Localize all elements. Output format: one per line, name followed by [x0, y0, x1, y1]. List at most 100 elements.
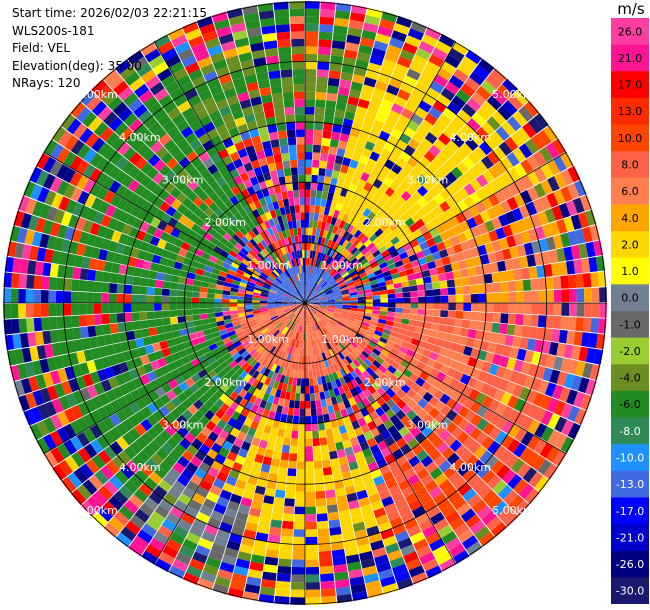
velocity-gate — [356, 290, 365, 295]
velocity-gate — [301, 242, 305, 251]
velocity-gate — [491, 376, 503, 389]
velocity-gate — [346, 215, 354, 225]
colorbar-tick-label: -4.0 — [619, 372, 640, 385]
velocity-gate — [70, 303, 79, 316]
velocity-gate — [532, 392, 545, 407]
velocity-gate — [522, 314, 532, 326]
velocity-gate — [548, 249, 559, 264]
velocity-gate — [436, 265, 446, 275]
velocity-gate — [323, 254, 329, 263]
velocity-gate — [476, 174, 489, 188]
velocity-gate — [318, 309, 326, 314]
velocity-gate — [374, 253, 384, 262]
velocity-gate — [341, 64, 355, 74]
velocity-gate — [426, 162, 439, 175]
velocity-gate — [307, 250, 311, 258]
velocity-gate — [333, 291, 342, 296]
velocity-gate — [505, 210, 517, 224]
velocity-gate — [525, 201, 538, 216]
velocity-gate — [214, 311, 223, 318]
velocity-gate — [491, 272, 501, 283]
velocity-gate — [424, 113, 438, 126]
velocity-gate — [346, 34, 361, 45]
velocity-gate — [333, 25, 348, 35]
velocity-gate — [506, 235, 517, 248]
velocity-gate — [357, 305, 366, 310]
velocity-gate — [420, 119, 434, 132]
velocity-gate — [440, 288, 449, 296]
velocity-gate — [568, 303, 577, 317]
velocity-gate — [331, 250, 338, 259]
velocity-gate — [279, 137, 288, 147]
velocity-gate — [287, 190, 294, 199]
velocity-gate — [481, 121, 496, 136]
velocity-gate — [447, 287, 456, 296]
velocity-gate — [409, 314, 418, 321]
velocity-gate — [281, 444, 291, 454]
velocity-gate — [406, 196, 417, 207]
velocity-gate — [328, 279, 336, 286]
velocity-gate — [277, 565, 292, 575]
velocity-gate — [387, 311, 396, 317]
velocity-gate — [191, 291, 200, 298]
velocity-gate — [305, 204, 310, 213]
velocity-gate — [312, 438, 320, 447]
velocity-gate — [527, 404, 540, 419]
velocity-gate — [512, 111, 528, 127]
velocity-gate — [488, 193, 500, 207]
velocity-gate — [366, 201, 376, 212]
velocity-gate — [516, 219, 528, 233]
velocity-gate — [442, 126, 457, 140]
velocity-gate — [281, 528, 294, 537]
velocity-gate — [305, 159, 313, 168]
velocity-gate — [365, 330, 374, 338]
velocity-gate — [541, 340, 552, 355]
velocity-gate — [318, 167, 326, 177]
velocity-gate — [87, 325, 97, 338]
velocity-gate — [335, 299, 343, 302]
velocity-gate — [321, 282, 329, 289]
velocity-gate — [491, 353, 502, 366]
velocity-gate — [357, 98, 370, 109]
velocity-gate — [291, 566, 305, 575]
velocity-gate — [460, 83, 476, 98]
velocity-gate — [455, 294, 464, 303]
velocity-gate — [312, 299, 320, 302]
velocity-gate — [338, 171, 347, 181]
velocity-gate — [513, 398, 526, 413]
velocity-gate — [394, 260, 404, 268]
velocity-gate — [310, 408, 317, 417]
velocity-gate — [79, 268, 89, 281]
velocity-gate — [281, 191, 289, 200]
velocity-gate — [424, 131, 438, 145]
velocity-gate — [317, 290, 325, 296]
velocity-gate — [383, 176, 394, 187]
velocity-gate — [359, 91, 372, 102]
velocity-gate — [311, 282, 316, 290]
velocity-gate — [377, 25, 393, 38]
velocity-gate — [379, 310, 388, 316]
velocity-gate — [533, 183, 547, 198]
velocity-gate — [314, 235, 319, 244]
velocity-gate — [305, 431, 313, 439]
velocity-gate — [299, 408, 305, 417]
velocity-gate — [25, 289, 34, 303]
velocity-gate — [415, 277, 425, 285]
velocity-gate — [475, 160, 488, 174]
velocity-gate — [319, 206, 326, 215]
velocity-gate — [101, 303, 109, 314]
velocity-gate — [494, 250, 505, 262]
velocity-gate — [511, 336, 522, 348]
velocity-gate — [507, 182, 520, 197]
velocity-gate — [433, 205, 445, 217]
velocity-gate — [495, 126, 510, 141]
velocity-gate — [326, 310, 334, 314]
velocity-gate — [481, 361, 492, 373]
velocity-gate — [318, 429, 327, 439]
velocity-gate — [280, 452, 290, 461]
colorbar-tick-label: 17.0 — [618, 79, 643, 92]
velocity-gate — [108, 283, 118, 294]
velocity-gate — [86, 314, 95, 326]
velocity-gate — [434, 258, 444, 268]
velocity-gate — [482, 263, 492, 275]
